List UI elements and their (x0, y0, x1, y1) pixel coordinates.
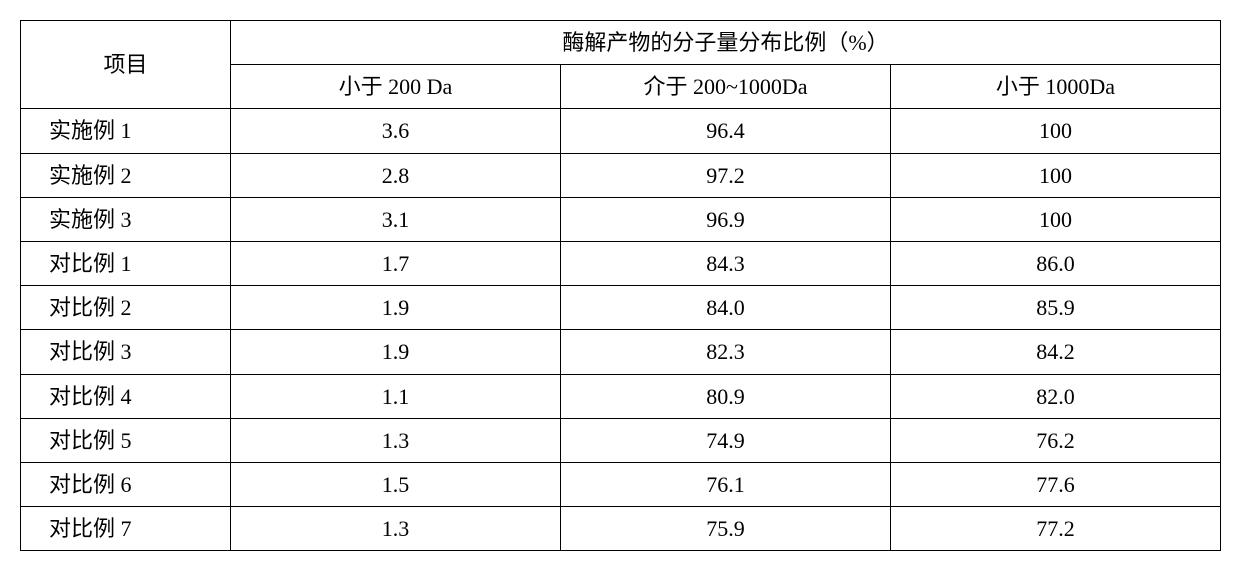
table-row: 对比例 3 1.9 82.3 84.2 (21, 330, 1221, 374)
cell-value: 84.3 (561, 241, 891, 285)
row-label: 实施例 3 (21, 197, 231, 241)
table-row: 对比例 5 1.3 74.9 76.2 (21, 418, 1221, 462)
row-label: 对比例 2 (21, 286, 231, 330)
cell-value: 3.1 (231, 197, 561, 241)
table-row: 对比例 7 1.3 75.9 77.2 (21, 507, 1221, 551)
cell-value: 1.3 (231, 418, 561, 462)
cell-value: 100 (891, 153, 1221, 197)
sub-header-200-1000: 介于 200~1000Da (561, 65, 891, 109)
cell-value: 1.9 (231, 286, 561, 330)
row-label: 对比例 6 (21, 462, 231, 506)
cell-value: 82.3 (561, 330, 891, 374)
cell-value: 80.9 (561, 374, 891, 418)
table-row: 对比例 6 1.5 76.1 77.6 (21, 462, 1221, 506)
row-label: 实施例 1 (21, 109, 231, 153)
molecular-weight-distribution-table: 项目 酶解产物的分子量分布比例（%） 小于 200 Da 介于 200~1000… (20, 20, 1221, 551)
cell-value: 77.6 (891, 462, 1221, 506)
cell-value: 76.2 (891, 418, 1221, 462)
table-row: 对比例 4 1.1 80.9 82.0 (21, 374, 1221, 418)
table-row: 实施例 2 2.8 97.2 100 (21, 153, 1221, 197)
cell-value: 1.7 (231, 241, 561, 285)
cell-value: 1.9 (231, 330, 561, 374)
cell-value: 75.9 (561, 507, 891, 551)
table-row: 对比例 1 1.7 84.3 86.0 (21, 241, 1221, 285)
cell-value: 86.0 (891, 241, 1221, 285)
cell-value: 82.0 (891, 374, 1221, 418)
cell-value: 76.1 (561, 462, 891, 506)
row-label-header: 项目 (21, 21, 231, 109)
row-label: 实施例 2 (21, 153, 231, 197)
row-label: 对比例 4 (21, 374, 231, 418)
cell-value: 3.6 (231, 109, 561, 153)
table-row: 实施例 1 3.6 96.4 100 (21, 109, 1221, 153)
row-label: 对比例 5 (21, 418, 231, 462)
cell-value: 1.1 (231, 374, 561, 418)
cell-value: 100 (891, 197, 1221, 241)
spanning-header: 酶解产物的分子量分布比例（%） (231, 21, 1221, 65)
cell-value: 1.5 (231, 462, 561, 506)
cell-value: 74.9 (561, 418, 891, 462)
cell-value: 1.3 (231, 507, 561, 551)
cell-value: 84.0 (561, 286, 891, 330)
cell-value: 96.4 (561, 109, 891, 153)
row-label: 对比例 3 (21, 330, 231, 374)
cell-value: 96.9 (561, 197, 891, 241)
cell-value: 85.9 (891, 286, 1221, 330)
row-label: 对比例 7 (21, 507, 231, 551)
table-row: 实施例 3 3.1 96.9 100 (21, 197, 1221, 241)
sub-header-lt1000: 小于 1000Da (891, 65, 1221, 109)
cell-value: 77.2 (891, 507, 1221, 551)
cell-value: 97.2 (561, 153, 891, 197)
table-header-row-1: 项目 酶解产物的分子量分布比例（%） (21, 21, 1221, 65)
table-body: 实施例 1 3.6 96.4 100 实施例 2 2.8 97.2 100 实施… (21, 109, 1221, 551)
table-row: 对比例 2 1.9 84.0 85.9 (21, 286, 1221, 330)
table-header: 项目 酶解产物的分子量分布比例（%） 小于 200 Da 介于 200~1000… (21, 21, 1221, 109)
sub-header-lt200: 小于 200 Da (231, 65, 561, 109)
cell-value: 2.8 (231, 153, 561, 197)
cell-value: 84.2 (891, 330, 1221, 374)
cell-value: 100 (891, 109, 1221, 153)
row-label: 对比例 1 (21, 241, 231, 285)
